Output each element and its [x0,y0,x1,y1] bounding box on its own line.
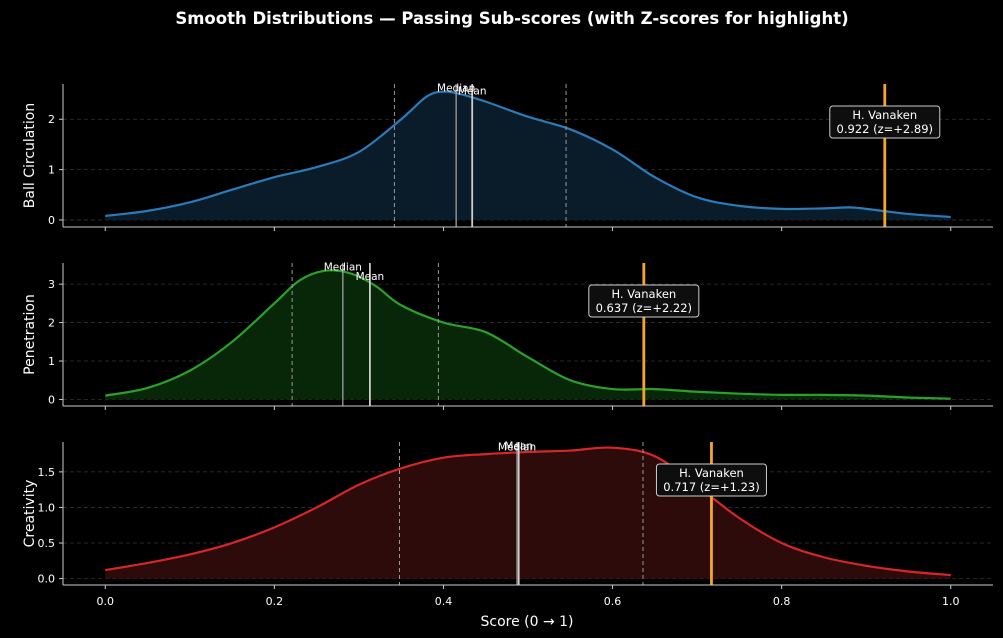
median-label: Median [324,262,362,274]
density-area [105,91,951,220]
player-name: H. Vanaken [679,466,744,480]
mean-label: Mean [356,271,385,283]
x-tick-label: 0.0 [97,595,115,608]
x-axis-label: Score (0 → 1) [480,614,573,630]
density-curve [105,90,951,219]
player-stat: 0.717 (z=+1.23) [663,480,759,494]
median-label: Median [437,82,475,94]
mean-label: Mean [458,86,487,98]
y-tick-label: 2 [48,113,55,126]
y-tick-label: 1 [48,355,55,368]
density-curve [105,446,951,577]
x-tick-label: 1.0 [942,595,960,608]
y-tick-label: 0 [48,393,55,406]
chart-title: Smooth Distributions — Passing Sub-score… [175,9,848,28]
player-annotation-box [588,284,700,318]
y-tick-label: 0.0 [38,573,56,586]
player-stat: 0.637 (z=+2.22) [596,301,692,315]
x-tick-label: 0.4 [435,595,453,608]
density-area [105,447,951,579]
density-area [105,270,951,400]
x-tick-label: 0.2 [266,595,284,608]
player-annotation-box [829,105,941,139]
y-axis-label: Creativity [22,480,38,548]
x-tick-label: 0.8 [773,595,791,608]
y-tick-label: 1.5 [38,466,56,479]
y-tick-label: 0 [48,214,55,227]
y-axis-label: Penetration [22,294,38,375]
player-annotation-box [655,463,767,497]
y-tick-label: 1.0 [38,501,56,514]
y-axis-label: Ball Circulation [22,103,38,208]
median-label: Median [498,442,536,454]
y-tick-label: 1 [48,164,55,177]
x-tick-label: 0.6 [604,595,622,608]
mean-label: Mean [504,440,533,452]
player-name: H. Vanaken [852,108,917,122]
y-tick-label: 0.5 [38,537,56,550]
y-tick-label: 2 [48,317,55,330]
player-stat: 0.922 (z=+2.89) [837,122,933,136]
player-name: H. Vanaken [611,287,676,301]
density-curve [105,269,951,400]
y-tick-label: 3 [48,278,55,291]
